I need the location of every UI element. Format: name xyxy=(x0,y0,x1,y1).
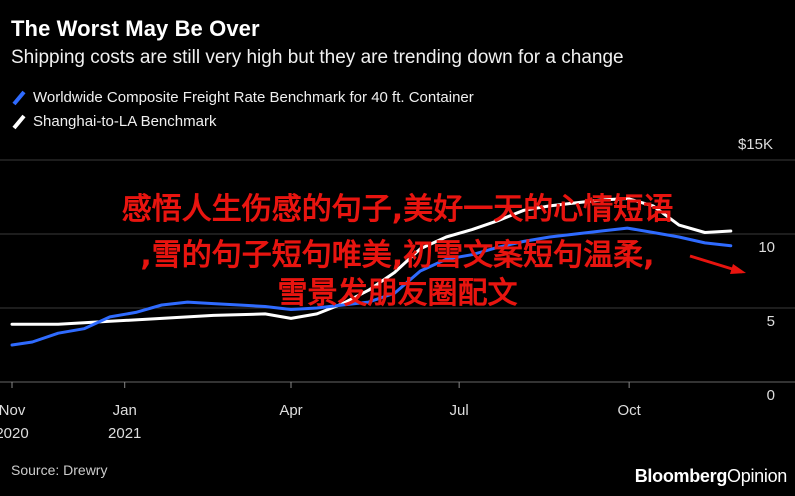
overlay-text-line-1: 感悟人生伤感的句子,美好一天的心情短语 xyxy=(121,192,674,227)
overlay-text-line-3: 雪景发朋友圈配文 xyxy=(277,276,518,311)
x-tick-year-label: 2021 xyxy=(108,425,141,442)
brand-logo: BloombergOpinion xyxy=(634,466,788,487)
x-tick-label: Oct xyxy=(617,402,641,419)
chart-title: The Worst May Be Over xyxy=(11,16,260,41)
line-chart: 10 5 0 Nov 2020 Jan 2021 Apr Jul Oct xyxy=(0,159,795,442)
annotation-arrowhead-icon xyxy=(730,264,746,274)
x-tick-label: Jan xyxy=(113,402,137,419)
series-line-worldwide xyxy=(10,226,733,347)
x-tick-year-label: 2020 xyxy=(0,425,29,442)
source-note: Source: Drewry xyxy=(11,462,108,478)
y-tick-label: 0 xyxy=(767,387,775,404)
legend-item-shanghai: Shanghai-to-LA Benchmark xyxy=(11,113,216,130)
brand-name: Bloomberg xyxy=(634,466,728,486)
x-tick-label: Jul xyxy=(450,402,469,419)
y-axis-unit-label: $15K xyxy=(737,136,773,153)
legend-item-worldwide: Worldwide Composite Freight Rate Benchma… xyxy=(11,89,474,106)
series-line-shanghai xyxy=(10,197,733,326)
x-tick-label: Nov xyxy=(0,402,26,419)
brand-suffix: Opinion xyxy=(727,466,787,486)
y-tick-label: 10 xyxy=(758,239,775,256)
y-tick-label: 5 xyxy=(767,313,775,330)
legend-swatch-blue-icon xyxy=(11,90,27,106)
overlay-text-line-2: ,雪的句子短句唯美,初雪文案短句温柔, xyxy=(140,238,655,273)
x-tick-label: Apr xyxy=(279,402,302,419)
legend-label-shanghai: Shanghai-to-LA Benchmark xyxy=(33,113,217,130)
legend-label-worldwide: Worldwide Composite Freight Rate Benchma… xyxy=(33,89,474,106)
legend-swatch-white-icon xyxy=(11,114,27,130)
chart-subtitle: Shipping costs are still very high but t… xyxy=(11,47,624,68)
